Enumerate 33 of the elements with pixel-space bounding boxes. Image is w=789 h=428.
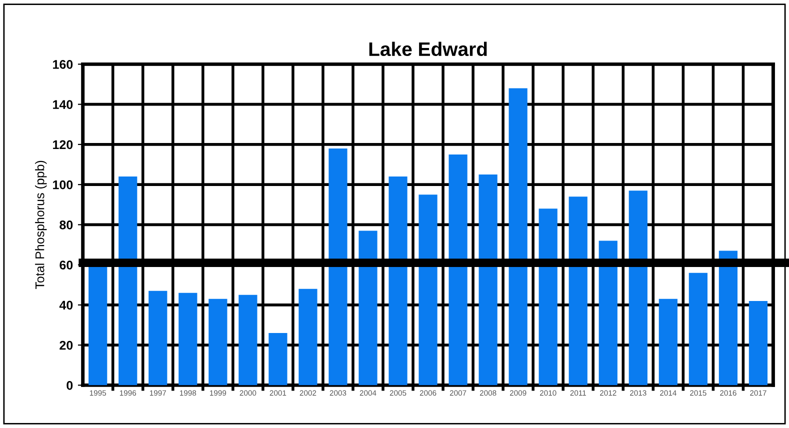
y-axis-title: Total Phosphorus (ppb) [35, 160, 47, 290]
y-tick-label: 160 [53, 60, 73, 69]
bar [658, 298, 678, 386]
bar [688, 272, 708, 386]
bar [328, 148, 348, 386]
bar [298, 288, 318, 386]
y-tick-label: 60 [60, 260, 73, 270]
y-tick-label: 80 [60, 220, 73, 230]
y-tick-label: 0 [66, 381, 73, 390]
bar [748, 300, 768, 386]
y-tick-label: 40 [59, 300, 73, 310]
y-tick-label: 20 [60, 340, 73, 350]
bar [508, 88, 528, 386]
bar [388, 176, 408, 386]
chart-title: Lake Edward [369, 42, 487, 56]
bar [418, 194, 438, 386]
bar [208, 298, 228, 386]
bar [148, 290, 168, 386]
bar [238, 294, 258, 386]
bar [538, 208, 558, 386]
y-tick-label: 120 [53, 140, 73, 150]
bar [118, 176, 138, 386]
bar [598, 240, 618, 386]
bar [358, 230, 378, 386]
bar [628, 190, 648, 386]
bar [178, 292, 198, 386]
bar [268, 333, 288, 386]
bar [478, 174, 498, 386]
y-tick-label: 100 [53, 180, 73, 190]
y-tick-label: 140 [53, 100, 73, 109]
bar [568, 196, 588, 386]
bar [718, 250, 738, 386]
bar [448, 154, 468, 386]
